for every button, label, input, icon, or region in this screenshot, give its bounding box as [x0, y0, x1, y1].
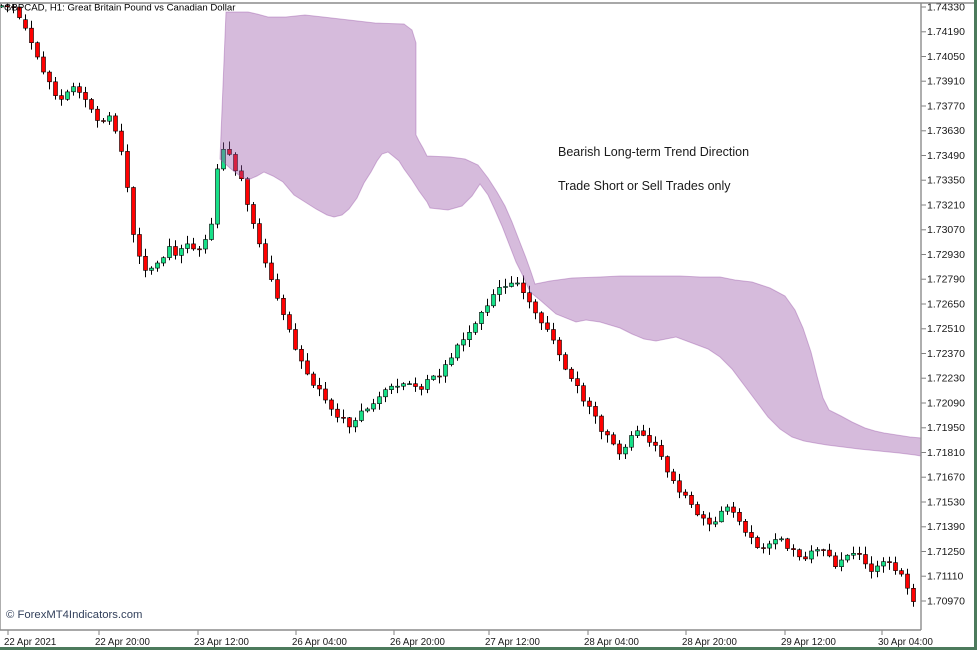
svg-text:Trade Short or Sell Trades onl: Trade Short or Sell Trades only [558, 179, 731, 193]
svg-text:1.72930: 1.72930 [927, 249, 965, 261]
svg-text:1.72790: 1.72790 [927, 274, 965, 286]
svg-text:1.71950: 1.71950 [927, 422, 965, 434]
svg-text:1.71390: 1.71390 [927, 521, 965, 533]
svg-text:1.72510: 1.72510 [927, 323, 965, 335]
svg-text:1.72370: 1.72370 [927, 348, 965, 360]
svg-text:1.71250: 1.71250 [927, 546, 965, 558]
svg-text:1.74050: 1.74050 [927, 51, 965, 63]
svg-text:28 Apr 04:00: 28 Apr 04:00 [584, 637, 640, 648]
svg-text:29 Apr 12:00: 29 Apr 12:00 [781, 637, 837, 648]
svg-text:1.73910: 1.73910 [927, 76, 965, 88]
svg-text:28 Apr 20:00: 28 Apr 20:00 [682, 637, 738, 648]
svg-text:1.73070: 1.73070 [927, 224, 965, 236]
svg-text:1.71810: 1.71810 [927, 447, 965, 459]
svg-text:Bearish Long-term Trend Direct: Bearish Long-term Trend Direction [558, 145, 749, 159]
svg-text:1.71110: 1.71110 [927, 571, 964, 583]
svg-text:26 Apr 04:00: 26 Apr 04:00 [292, 637, 348, 648]
svg-text:1.73210: 1.73210 [927, 199, 965, 211]
svg-text:1.70970: 1.70970 [927, 595, 965, 607]
svg-text:1.71530: 1.71530 [927, 496, 965, 508]
svg-text:1.73630: 1.73630 [927, 125, 965, 137]
svg-text:1.73490: 1.73490 [927, 150, 965, 162]
svg-text:26 Apr 20:00: 26 Apr 20:00 [390, 637, 446, 648]
svg-text:23 Apr 12:00: 23 Apr 12:00 [194, 637, 250, 648]
svg-text:30 Apr 04:00: 30 Apr 04:00 [878, 637, 934, 648]
svg-text:1.72230: 1.72230 [927, 373, 965, 385]
svg-text:22 Apr 2021: 22 Apr 2021 [4, 637, 56, 648]
svg-text:27 Apr 12:00: 27 Apr 12:00 [485, 637, 541, 648]
svg-text:1.74190: 1.74190 [927, 26, 965, 38]
svg-text:© ForexMT4Indicators.com: © ForexMT4Indicators.com [6, 609, 142, 621]
svg-text:22 Apr 20:00: 22 Apr 20:00 [95, 637, 151, 648]
svg-text:1.73770: 1.73770 [927, 100, 965, 112]
svg-text:1.72090: 1.72090 [927, 397, 965, 409]
svg-text:1.73350: 1.73350 [927, 175, 965, 187]
svg-text:1.72650: 1.72650 [927, 298, 965, 310]
svg-text:GBPCAD, H1: Great Britain Pou: GBPCAD, H1: Great Britain Pound vs Canad… [4, 3, 236, 14]
svg-text:1.71670: 1.71670 [927, 472, 965, 484]
